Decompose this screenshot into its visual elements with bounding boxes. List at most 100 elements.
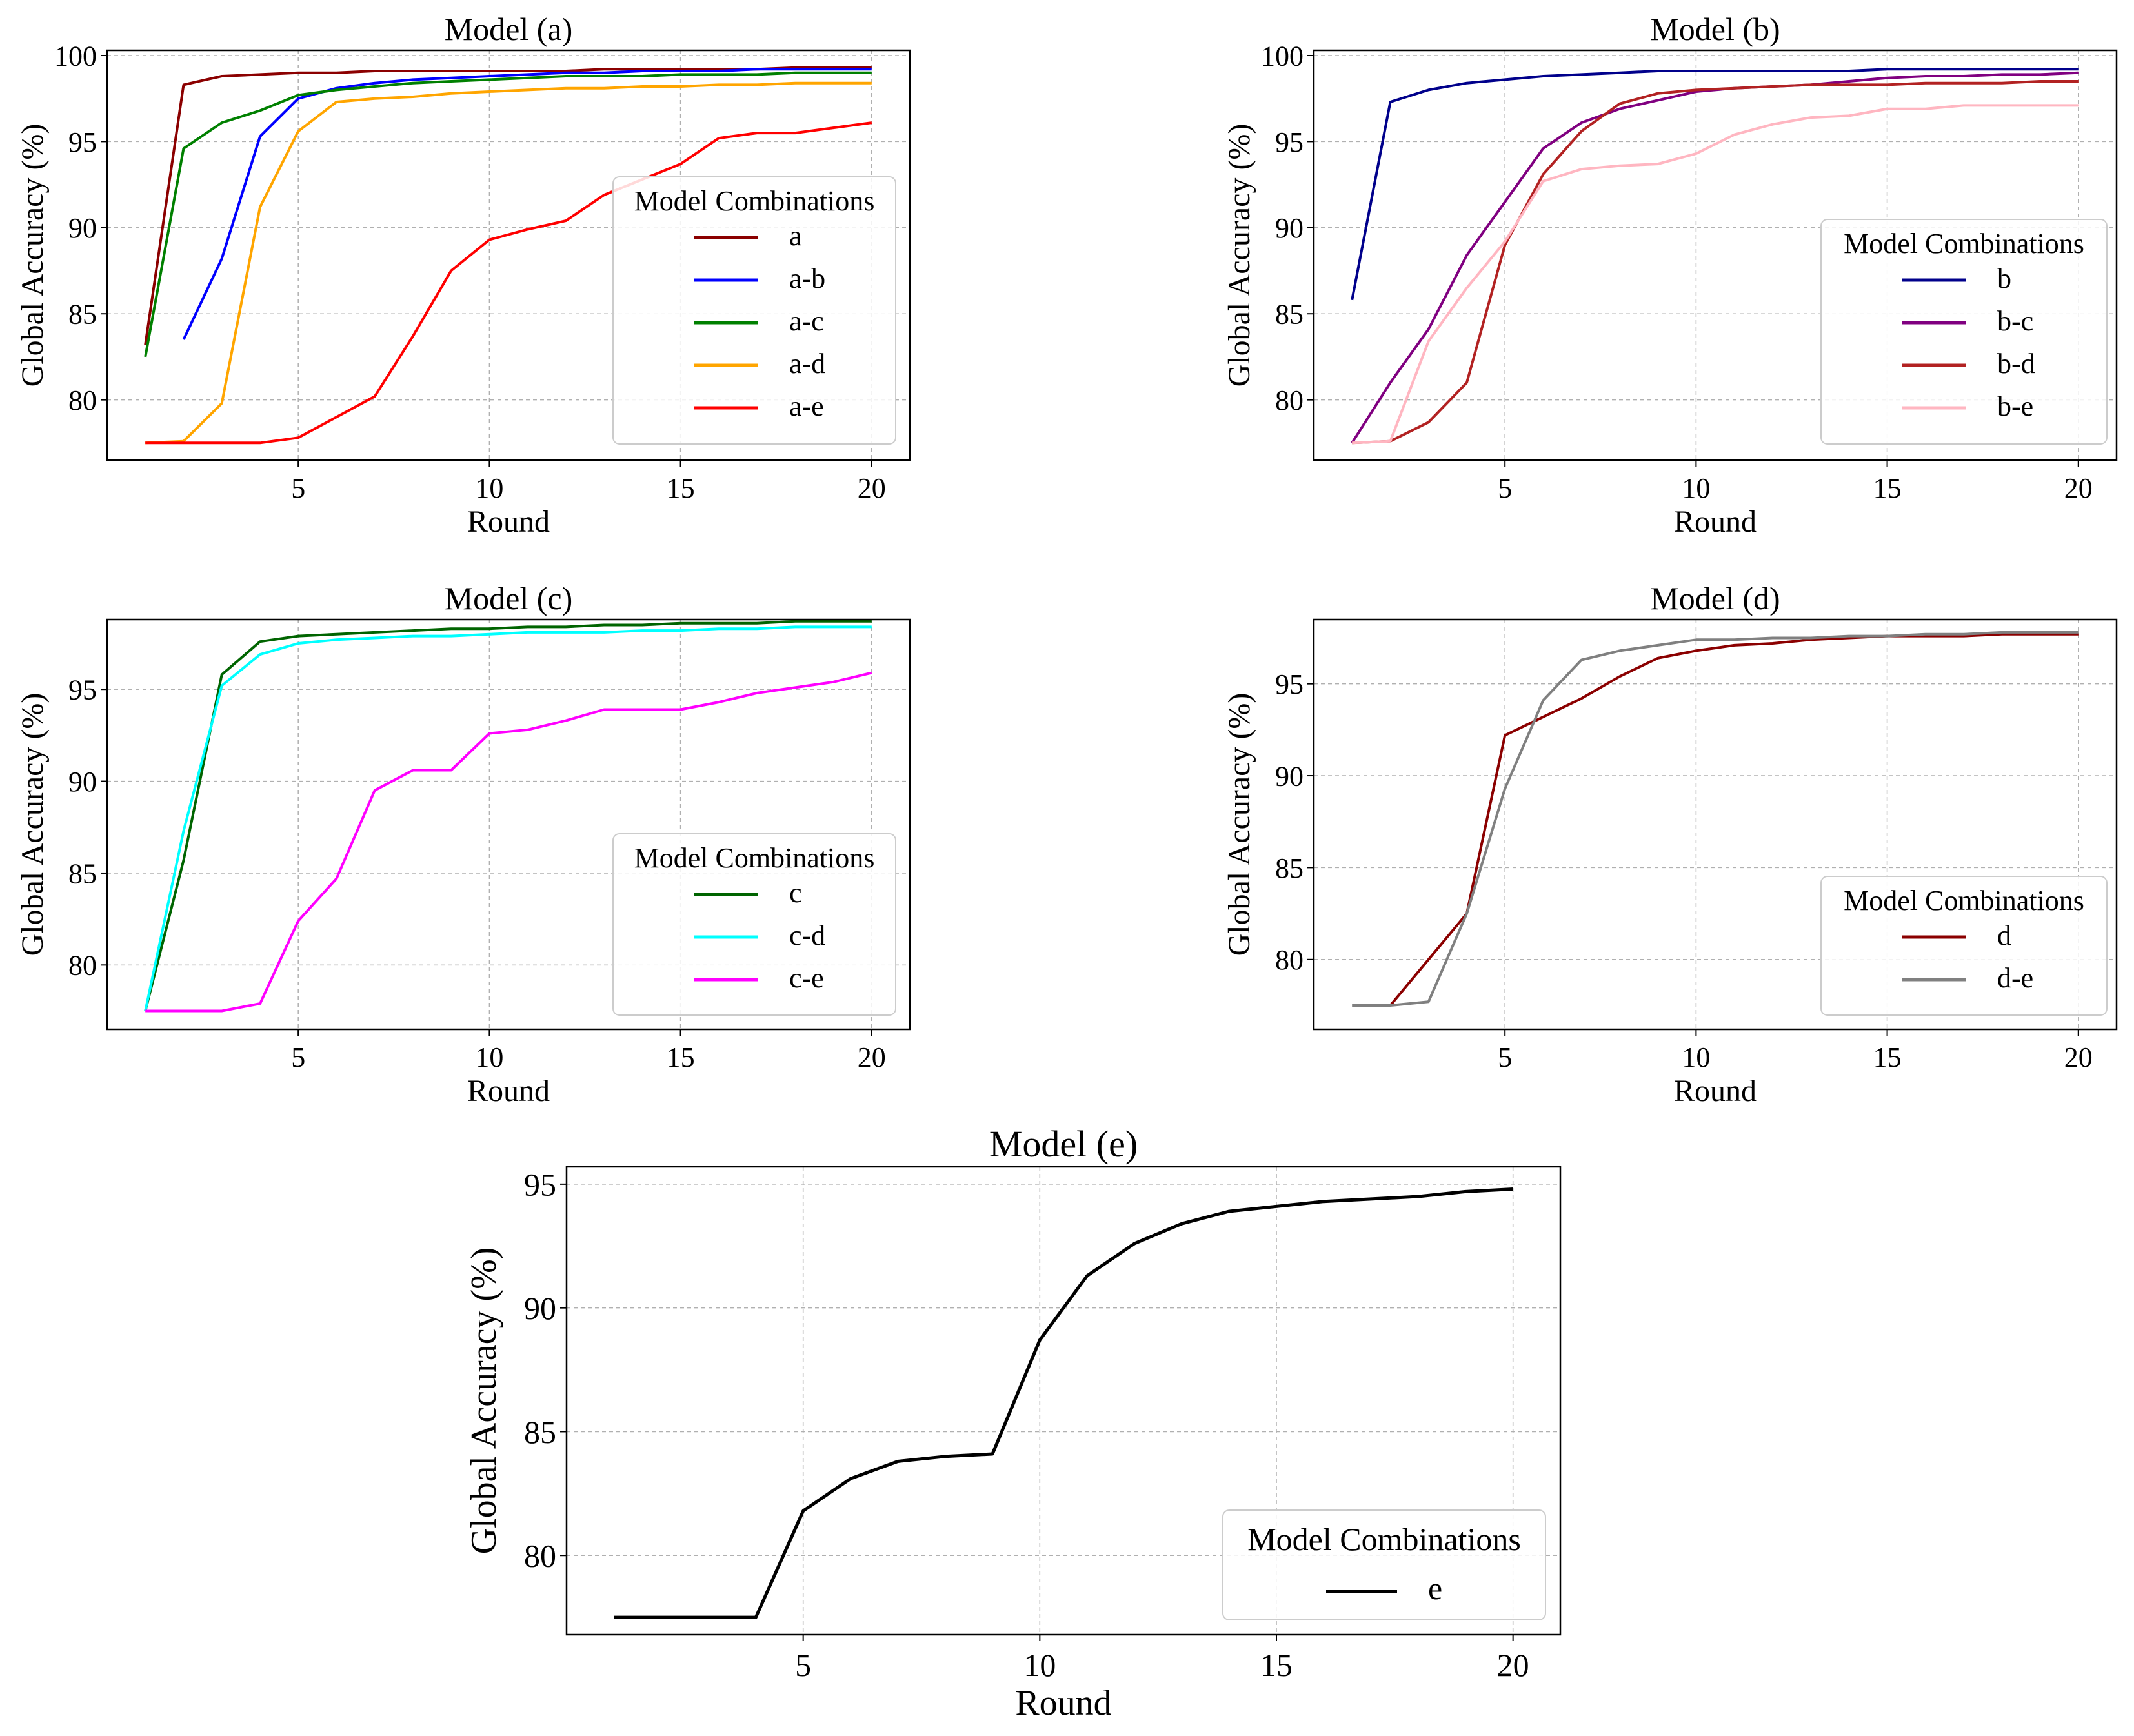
legend-label-c: c <box>789 877 802 909</box>
x-tick-label: 10 <box>1682 472 1710 504</box>
x-tick-label: 15 <box>667 1042 695 1073</box>
legend-label-d: d <box>1997 920 2011 951</box>
legend-title: Model Combinations <box>1844 228 2084 259</box>
y-tick-label: 80 <box>68 950 97 982</box>
x-tick-label: 10 <box>1682 1042 1710 1073</box>
y-axis-label: Global Accuracy (%) <box>15 124 50 387</box>
legend-label-a-b: a-b <box>789 263 825 294</box>
legend-label-b: b <box>1997 263 2011 294</box>
x-axis-label: Round <box>1015 1683 1111 1723</box>
legend-box <box>1222 1509 1546 1620</box>
y-tick-label: 95 <box>1275 669 1304 700</box>
y-tick-label: 90 <box>68 212 97 244</box>
legend-title: Model Combinations <box>634 185 875 217</box>
x-tick-label: 10 <box>475 1042 503 1073</box>
y-tick-label: 85 <box>68 858 97 889</box>
legend-label-a-d: a-d <box>789 348 825 379</box>
x-axis-label: Round <box>1674 505 1757 539</box>
y-tick-label: 95 <box>68 126 97 158</box>
subplot-2: 5 10 15 20 80 85 90 95 100 Model (b) Round Global A… <box>1222 11 2118 539</box>
series-line-e <box>614 1187 1513 1619</box>
axes-frame <box>106 618 911 1031</box>
x-axis-label: Round <box>467 505 550 539</box>
series-line-a-d <box>145 81 872 445</box>
legend-label-a: a <box>789 220 802 252</box>
y-axis-label: Global Accuracy (%) <box>1222 693 1256 956</box>
legend: Model Combinations d d-e <box>1820 876 2108 1016</box>
y-tick-label: 85 <box>1275 299 1304 330</box>
chart-title: Model (c) <box>445 580 573 616</box>
axes-frame <box>1313 49 2118 461</box>
y-tick-label: 80 <box>68 385 97 416</box>
series-line-d-e <box>1352 631 2079 1007</box>
legend: Model Combinations e <box>1222 1509 1546 1620</box>
series-line-a-e <box>145 121 872 445</box>
legend-title: Model Combinations <box>634 842 875 874</box>
x-tick-label: 5 <box>291 472 305 504</box>
legend-box <box>612 833 896 1016</box>
y-tick-label: 95 <box>1275 126 1304 158</box>
y-tick-label: 90 <box>1275 212 1304 244</box>
chart-title: Model (d) <box>1650 580 1780 616</box>
legend-label-a-e: a-e <box>789 390 824 422</box>
x-tick-label: 5 <box>1498 472 1512 504</box>
x-tick-label: 15 <box>667 472 695 504</box>
x-tick-label: 20 <box>1497 1647 1529 1683</box>
legend: Model Combinations b b-c b-d b-e <box>1820 219 2108 445</box>
series-line-d <box>1389 632 2079 1007</box>
x-tick-label: 5 <box>1498 1042 1512 1073</box>
legend-label-a-c: a-c <box>789 305 824 337</box>
subplot-1: 5 10 15 20 80 85 90 95 100 Model (a) Round Global A… <box>15 11 911 539</box>
x-tick-label: 20 <box>858 472 886 504</box>
y-tick-label: 90 <box>1275 760 1304 792</box>
y-tick-label: 80 <box>1275 385 1304 416</box>
y-tick-label: 100 <box>54 40 97 72</box>
y-tick-label: 80 <box>1275 944 1304 976</box>
y-axis-label: Global Accuracy (%) <box>464 1247 504 1555</box>
legend-label-e: e <box>1428 1570 1442 1606</box>
x-tick-label: 10 <box>1023 1647 1056 1683</box>
legend-label-c-d: c-d <box>789 920 825 951</box>
x-tick-label: 10 <box>475 472 503 504</box>
legend-title: Model Combinations <box>1247 1521 1521 1557</box>
legend-box <box>1820 876 2108 1016</box>
y-tick-label: 85 <box>1275 853 1304 884</box>
x-tick-label: 20 <box>2064 1042 2093 1073</box>
y-tick-label: 80 <box>524 1538 556 1574</box>
legend-box <box>612 176 896 445</box>
x-tick-label: 15 <box>1873 1042 1902 1073</box>
y-axis-label: Global Accuracy (%) <box>15 693 50 956</box>
series-line-c <box>144 620 872 1011</box>
series-line-b <box>1351 68 2079 301</box>
legend-box <box>1820 219 2108 445</box>
legend-title: Model Combinations <box>1844 885 2084 916</box>
series-line-b-e <box>1352 104 2079 445</box>
y-tick-label: 95 <box>524 1166 556 1202</box>
series-line-a-b <box>182 68 872 341</box>
legend-label-b-d: b-d <box>1997 348 2035 379</box>
y-tick-label: 90 <box>524 1290 556 1326</box>
legend-label-b-c: b-c <box>1997 305 2033 337</box>
legend-label-b-e: b-e <box>1997 390 2033 422</box>
chart-title: Model (a) <box>445 11 573 47</box>
legend-label-d-e: d-e <box>1997 962 2033 994</box>
axes-frame <box>106 49 911 461</box>
x-axis-label: Round <box>467 1074 550 1108</box>
y-tick-label: 90 <box>68 766 97 798</box>
series-line-b-d <box>1352 80 2079 445</box>
x-axis-label: Round <box>1674 1074 1757 1108</box>
y-tick-label: 85 <box>524 1414 556 1450</box>
series-line-c-e <box>145 671 872 1013</box>
chart-title: Model (b) <box>1650 11 1780 47</box>
y-axis-label: Global Accuracy (%) <box>1222 124 1256 387</box>
axes-frame <box>1313 618 2118 1031</box>
x-tick-label: 15 <box>1873 472 1902 504</box>
subplot-5: 5 10 15 20 80 85 90 95 Model (e) Round Global Accu… <box>464 1123 1562 1723</box>
x-tick-label: 20 <box>2064 472 2093 504</box>
x-tick-label: 5 <box>291 1042 305 1073</box>
legend-label-c-e: c-e <box>789 962 824 994</box>
y-tick-label: 85 <box>68 299 97 330</box>
